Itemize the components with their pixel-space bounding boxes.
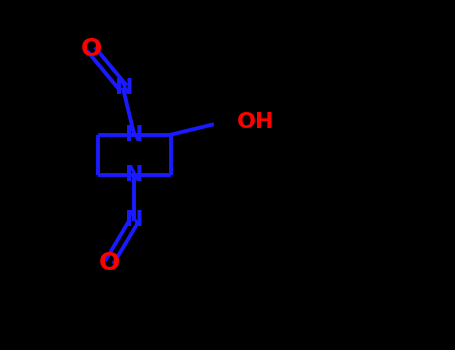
Text: N: N (125, 210, 143, 231)
Text: N: N (125, 125, 143, 145)
Text: N: N (125, 165, 143, 185)
Text: O: O (81, 37, 101, 61)
Text: OH: OH (237, 112, 274, 133)
Text: N: N (115, 77, 133, 98)
Text: O: O (99, 251, 120, 274)
